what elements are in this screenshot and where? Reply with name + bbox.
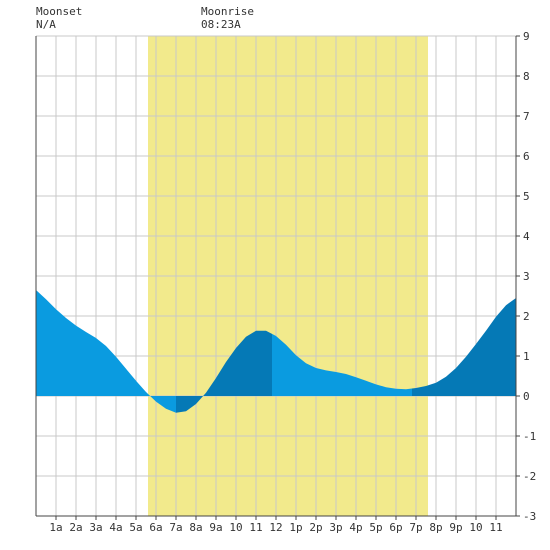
moonset-label: Moonset — [36, 5, 82, 18]
y-tick-label: -3 — [523, 510, 536, 523]
x-tick-label: 6a — [149, 521, 162, 534]
x-tick-label: 6p — [389, 521, 402, 534]
x-tick-label: 2p — [309, 521, 322, 534]
x-tick-label: 3a — [89, 521, 102, 534]
tide-area — [36, 290, 516, 413]
y-axis-ticks: -3 -2 -1 0 1 2 3 4 5 6 7 8 9 — [516, 30, 536, 523]
y-tick-label: 5 — [523, 190, 530, 203]
x-tick-label: 3p — [329, 521, 342, 534]
x-tick-label: 10 — [469, 521, 482, 534]
x-tick-label: 7p — [409, 521, 422, 534]
y-tick-label: 1 — [523, 350, 530, 363]
x-tick-label: 4a — [109, 521, 122, 534]
x-tick-label: 9p — [449, 521, 462, 534]
grid — [35, 35, 517, 517]
y-tick-label: 2 — [523, 310, 530, 323]
x-tick-label: 9a — [209, 521, 222, 534]
tide-band-dark — [214, 330, 272, 396]
tide-band-light — [36, 290, 176, 413]
x-tick-label: 11 — [489, 521, 502, 534]
tide-band-dark — [412, 298, 516, 396]
y-tick-label: 7 — [523, 110, 530, 123]
y-tick-label: 6 — [523, 150, 530, 163]
y-tick-label: 4 — [523, 230, 530, 243]
y-tick-label: 9 — [523, 30, 530, 43]
x-tick-label: 7a — [169, 521, 182, 534]
y-tick-label: 8 — [523, 70, 530, 83]
moonrise-value: 08:23A — [201, 18, 241, 31]
x-tick-label: 11 — [249, 521, 262, 534]
x-tick-label: 2a — [69, 521, 82, 534]
x-tick-label: 12 — [269, 521, 282, 534]
moonset-value: N/A — [36, 18, 56, 31]
tide-band-light — [272, 333, 412, 396]
x-tick-label: 4p — [349, 521, 362, 534]
moonrise-label: Moonrise — [201, 5, 254, 18]
x-tick-label: 8a — [189, 521, 202, 534]
x-tick-label: 10 — [229, 521, 242, 534]
x-tick-label: 8p — [429, 521, 442, 534]
x-tick-label: 1a — [49, 521, 62, 534]
x-axis-ticks: 1a 2a 3a 4a 5a 6a 7a 8a 9a 10 11 12 1p 2p 3p 4p 5p 6p 7p 8p… — [49, 516, 503, 534]
x-tick-label: 5a — [129, 521, 142, 534]
x-tick-label: 5p — [369, 521, 382, 534]
y-tick-label: -1 — [523, 430, 536, 443]
tide-band-dark — [176, 380, 214, 413]
x-tick-label: 1p — [289, 521, 302, 534]
y-tick-label: 3 — [523, 270, 530, 283]
y-tick-label: 0 — [523, 390, 530, 403]
y-tick-label: -2 — [523, 470, 536, 483]
